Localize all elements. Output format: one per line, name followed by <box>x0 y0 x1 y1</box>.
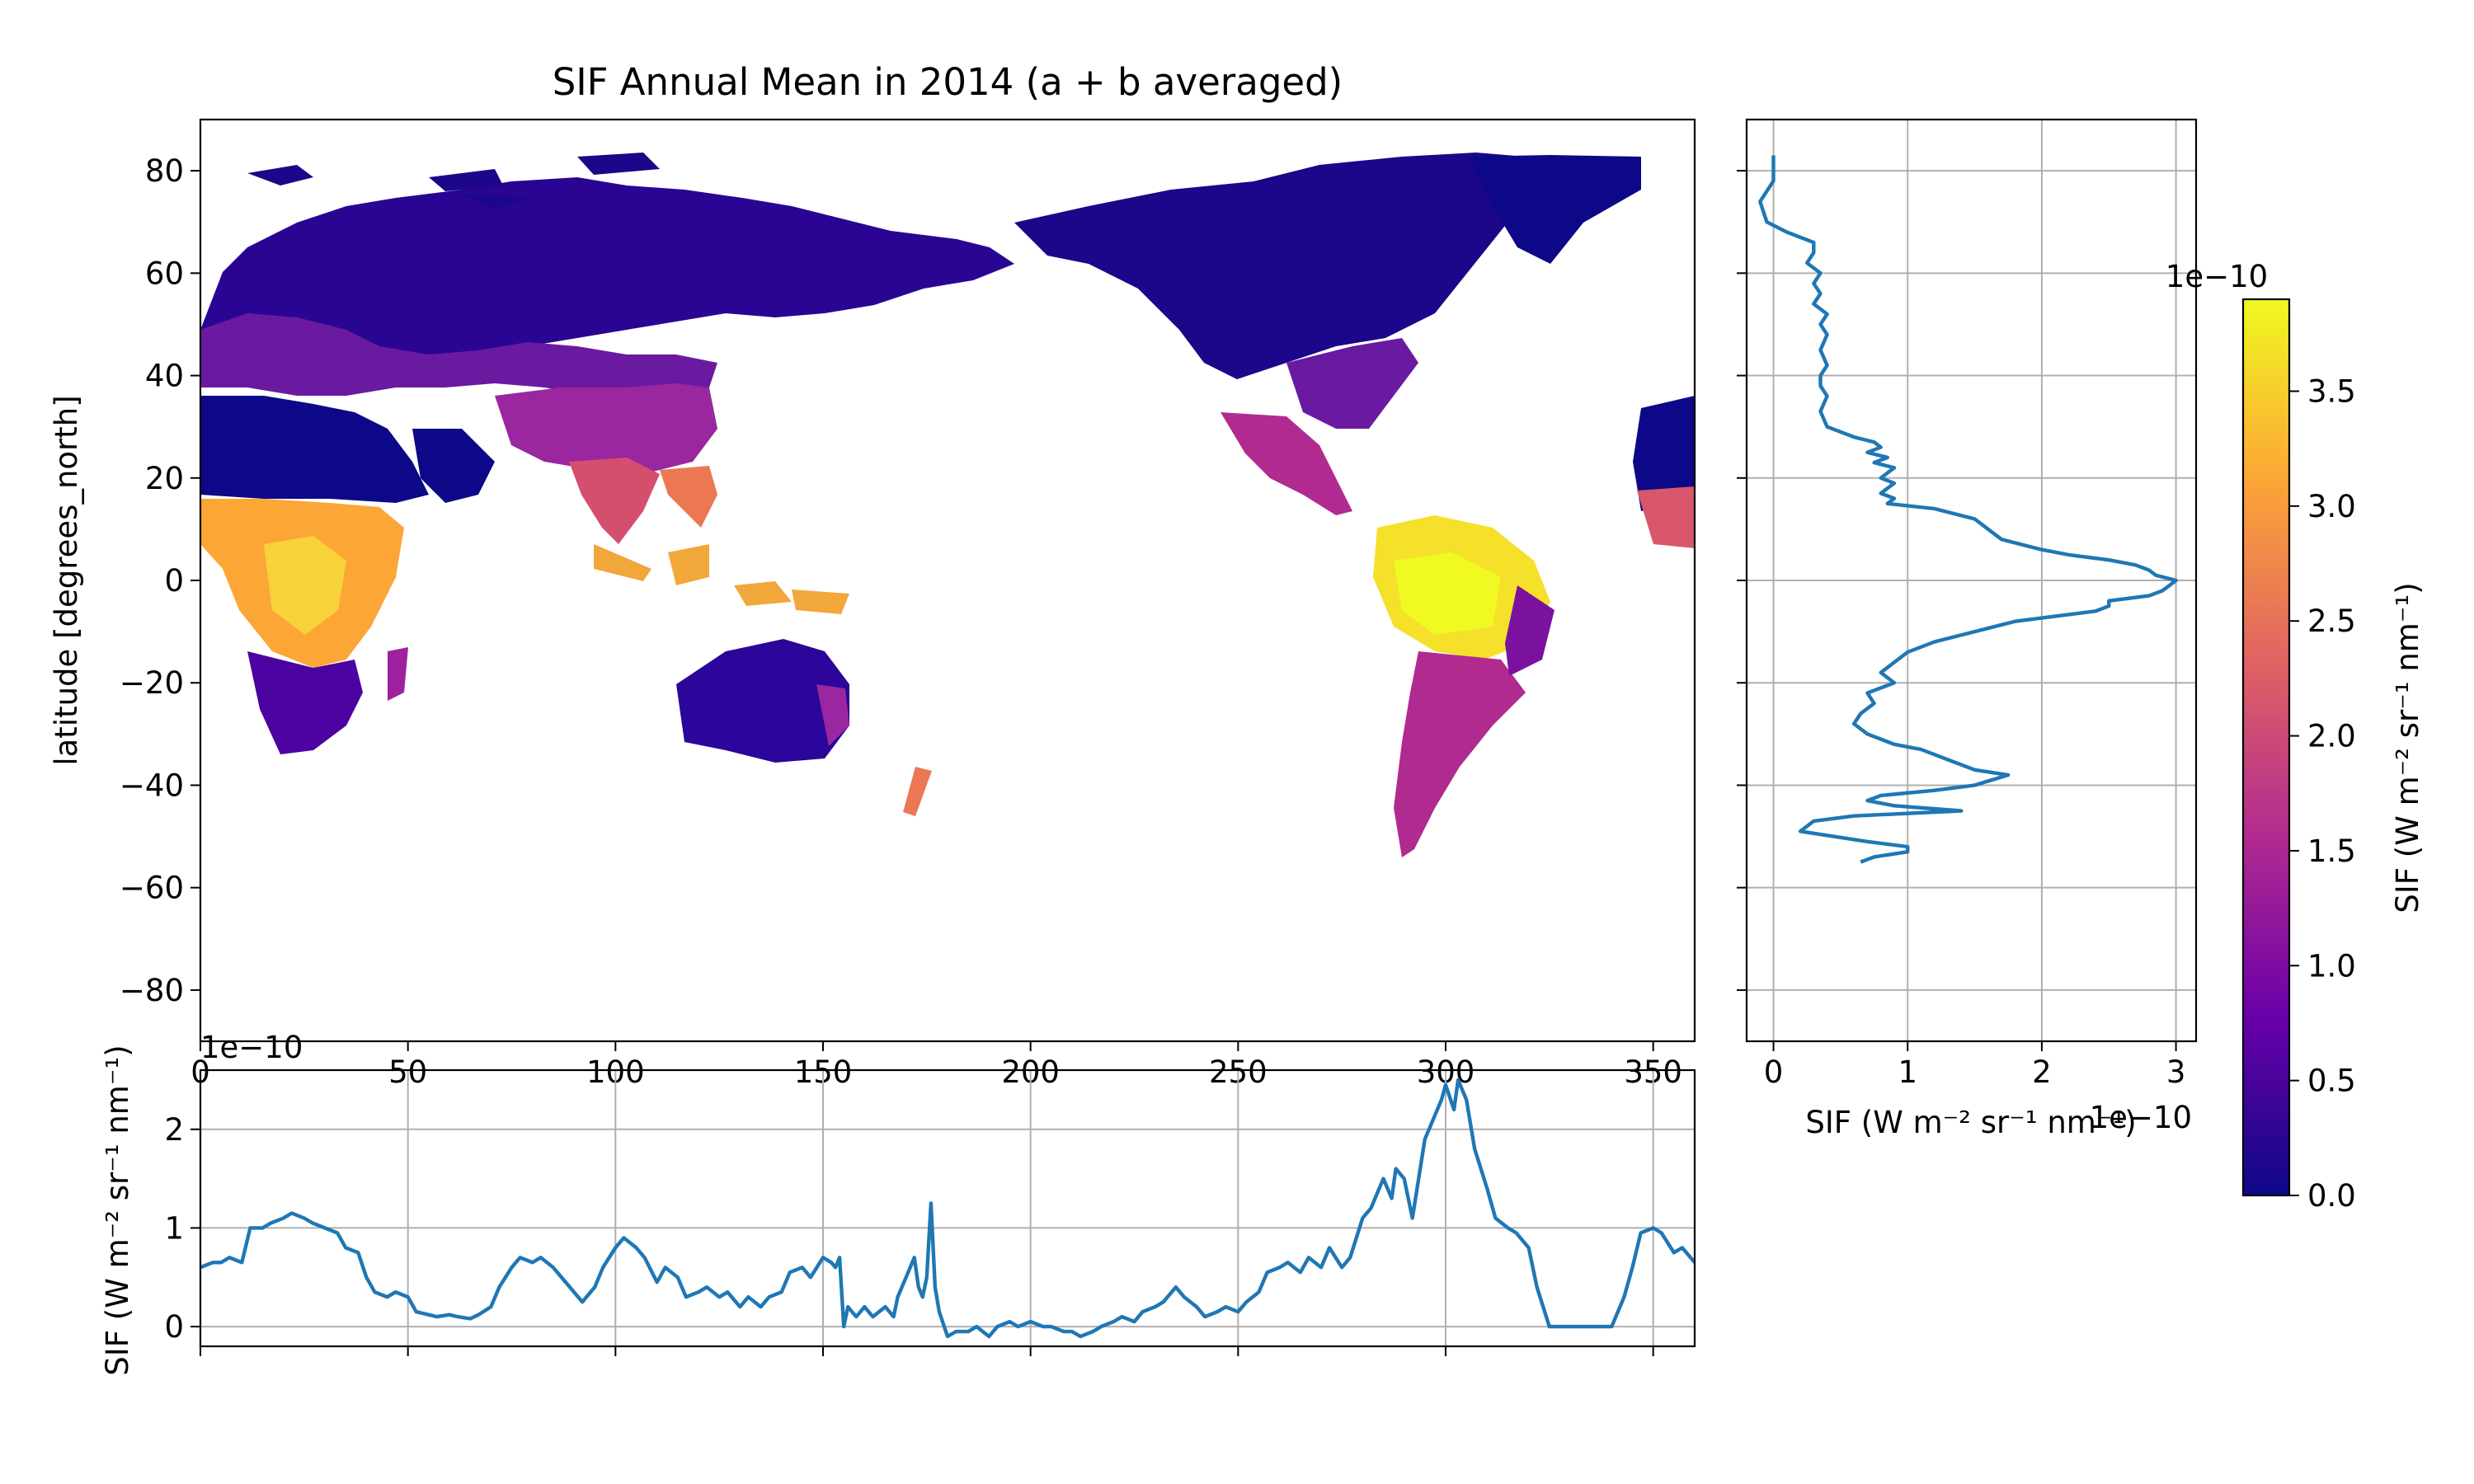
land-se-asia <box>660 466 717 528</box>
right-profile-panel: 0 1 2 3 SIF (W m⁻² sr⁻¹ nm⁻¹) 1e−10 <box>1737 118 2198 1140</box>
map-ytick-label: −20 <box>120 665 184 701</box>
bottom-profile-frame <box>199 1068 1696 1348</box>
land-brazil-east <box>1505 585 1554 676</box>
bottom-profile-offset: 1e−10 <box>200 1030 303 1065</box>
map-ylabel: latitude [degrees_north] <box>49 395 84 765</box>
map-ytick-label: 20 <box>145 461 184 496</box>
land-africa-core <box>264 536 346 635</box>
right-profile-xlabel: SIF (W m⁻² sr⁻¹ nm⁻¹) <box>1805 1105 2136 1140</box>
colorbar-tick-label: 2.5 <box>2307 603 2356 639</box>
colorbar-tick-label: 1.5 <box>2307 834 2356 869</box>
map-panel: SIF Annual Mean in 2014 (a + b averaged)… <box>49 60 1696 1090</box>
colorbar-tick-label: 0.0 <box>2307 1178 2356 1214</box>
map-frame <box>199 118 1696 1043</box>
land-madagascar <box>388 647 408 701</box>
colorbar-label: SIF (W m⁻² sr⁻¹ nm⁻¹) <box>2390 582 2425 913</box>
colorbar-tick-label: 0.5 <box>2307 1064 2356 1099</box>
colorbar-offset: 1e−10 <box>2166 259 2268 294</box>
right-xtick-label: 1 <box>1898 1054 1917 1090</box>
colorbar-gradient <box>2243 299 2289 1195</box>
right-xtick-label: 3 <box>2166 1054 2186 1090</box>
land-east-asia <box>495 383 717 474</box>
right-profile-frame <box>1745 118 2198 1043</box>
right-profile-offset: 1e−10 <box>2090 1100 2192 1135</box>
bottom-ytick-label: 0 <box>164 1309 184 1345</box>
land-indonesia <box>594 544 849 614</box>
land-australia-east <box>816 684 849 746</box>
land-south-america-south <box>1394 651 1526 857</box>
bottom-profile-grid <box>200 1070 1695 1346</box>
land-eurasia-north <box>200 177 1014 359</box>
map-ytick-label: 40 <box>145 359 184 394</box>
bottom-profile-ticks: 0 1 2 <box>164 1112 1654 1356</box>
land-sahara <box>200 396 429 503</box>
colorbar: 0.0 0.5 1.0 1.5 2.0 2.5 3.0 3.5 1e−10 SIF (W m⁻… <box>2166 259 2425 1214</box>
colorbar-tick-label: 3.0 <box>2307 489 2356 524</box>
colorbar-tick-label: 1.0 <box>2307 948 2356 984</box>
colorbar-tick-label: 2.0 <box>2307 719 2356 754</box>
land-arabia <box>412 429 495 503</box>
land-north-america-north <box>1014 153 1534 379</box>
land-australia <box>676 639 849 763</box>
land-europe <box>200 313 717 396</box>
bottom-profile-line <box>200 1078 1695 1339</box>
land-arctic-islands <box>247 153 660 210</box>
map-title: SIF Annual Mean in 2014 (a + b averaged) <box>553 60 1343 104</box>
colorbar-ticks: 0.0 0.5 1.0 1.5 2.0 2.5 3.0 3.5 <box>2289 373 2356 1214</box>
right-profile-grid <box>1747 120 2196 1041</box>
land-africa-west-wrap-tropic <box>1637 486 1695 548</box>
land-africa-south <box>247 651 363 754</box>
land-new-zealand <box>903 767 932 816</box>
land-india <box>569 458 660 544</box>
map-ytick-label: −80 <box>120 973 184 1008</box>
bottom-profile-ylabel: SIF (W m⁻² sr⁻¹ nm⁻¹) <box>100 1045 135 1375</box>
map-ytick-label: −40 <box>120 768 184 803</box>
land-greenland <box>1468 155 1641 264</box>
map-ytick-label: −60 <box>120 871 184 906</box>
map-ytick-label: 0 <box>164 563 184 599</box>
land-africa-west-wrap <box>1633 396 1695 511</box>
colorbar-frame <box>2241 298 2291 1197</box>
right-profile-line <box>1758 155 2178 864</box>
land-amazon-core <box>1394 552 1501 635</box>
bottom-ytick-label: 2 <box>164 1112 184 1148</box>
map-landmasses <box>200 153 1695 857</box>
right-xtick-label: 2 <box>2032 1054 2052 1090</box>
bottom-profile-panel: 0 1 2 1e−10 SIF (W m⁻² sr⁻¹ nm⁻¹) <box>100 1030 1696 1376</box>
map-ytick-label: 80 <box>145 153 184 189</box>
right-profile-ticks: 0 1 2 3 <box>1737 170 2186 1090</box>
right-xtick-label: 0 <box>1764 1054 1784 1090</box>
land-central-america <box>1221 412 1352 515</box>
map-ytick-label: 60 <box>145 256 184 291</box>
colorbar-tick-label: 3.5 <box>2307 373 2356 409</box>
land-north-america-east <box>1286 338 1418 429</box>
bottom-ytick-label: 1 <box>164 1210 184 1246</box>
